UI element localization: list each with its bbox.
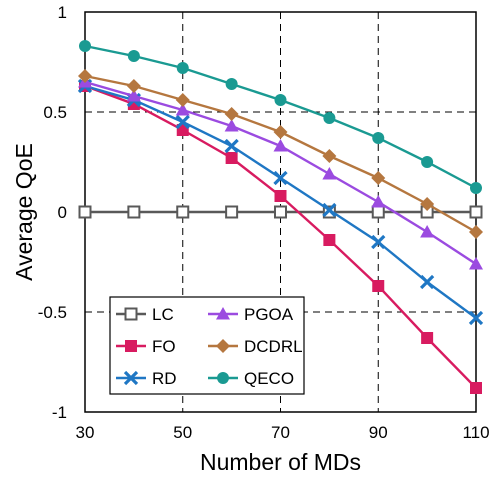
data-point (225, 152, 238, 164)
data-point (216, 307, 230, 320)
data-point (469, 225, 483, 239)
data-point (176, 205, 190, 219)
x-tick-label: 110 (462, 423, 489, 442)
data-point (322, 202, 337, 218)
legend-item-pgoa: PGOA (208, 305, 294, 324)
data-point (470, 182, 482, 194)
data-point (224, 138, 239, 154)
x-tick-label: 30 (76, 423, 95, 442)
data-point (274, 94, 287, 106)
data-point (322, 149, 337, 163)
x-axis-title: Number of MDs (200, 449, 361, 475)
data-point (469, 257, 483, 270)
data-point (371, 195, 386, 208)
data-point (372, 280, 385, 292)
y-tick-label: 0 (58, 203, 67, 222)
legend-label: PGOA (244, 305, 294, 324)
data-point (273, 139, 288, 152)
data-point (469, 205, 483, 219)
legend-item-lc: LC (116, 305, 174, 324)
y-axis-title: Average QoE (11, 143, 37, 281)
data-point (274, 205, 287, 219)
data-point (468, 310, 484, 326)
data-point (225, 205, 239, 219)
x-tick-label: 90 (369, 423, 388, 442)
data-point (126, 89, 141, 102)
x-tick-label: 50 (173, 423, 192, 442)
legend-item-qeco: QECO (208, 369, 294, 388)
y-tick-label: -0.5 (38, 303, 67, 322)
data-point (273, 170, 288, 186)
data-point (175, 103, 190, 116)
data-point (78, 69, 92, 83)
data-point (78, 205, 92, 219)
data-point (322, 167, 337, 180)
series-line-qeco (84, 44, 477, 190)
data-point (175, 114, 190, 130)
data-point (217, 372, 229, 384)
series-qeco (79, 40, 482, 194)
legend-label: LC (152, 305, 174, 324)
legend-label: DCDRL (244, 337, 303, 356)
series-dcdrl (78, 69, 483, 239)
y-tick-label: 1 (58, 3, 67, 22)
legend-item-rd: RD (116, 369, 177, 388)
data-point (274, 190, 287, 202)
series-group (77, 40, 484, 394)
data-point (372, 132, 385, 144)
data-point (175, 93, 190, 107)
y-tick-label: -1 (52, 403, 67, 422)
legend-label: QECO (244, 369, 294, 388)
data-point (470, 382, 482, 394)
data-point (421, 332, 434, 344)
legend-item-fo: FO (116, 337, 176, 356)
data-point (126, 79, 141, 93)
data-point (79, 40, 91, 52)
legend-item-dcdrl: DCDRL (208, 337, 303, 356)
data-point (125, 340, 137, 352)
data-point (421, 156, 434, 168)
data-point (371, 171, 386, 185)
data-point (224, 119, 239, 132)
x-tick-label: 70 (271, 423, 290, 442)
legend: LC FO RD PGOA DCDRL QECO (109, 296, 305, 395)
data-point (216, 339, 230, 353)
data-point (176, 62, 189, 74)
data-point (123, 370, 139, 386)
data-point (225, 78, 238, 90)
data-point (127, 205, 141, 219)
data-point (323, 234, 336, 246)
data-point (420, 197, 435, 211)
y-tick-label: 0.5 (43, 103, 67, 122)
data-point (224, 107, 239, 121)
data-point (371, 234, 386, 250)
data-point (419, 274, 435, 290)
tick-labels: 30 50 70 90 110 1 0.5 0 -0.5 -1 (38, 3, 490, 442)
legend-label: FO (152, 337, 176, 356)
data-point (323, 112, 336, 124)
series-pgoa (78, 75, 483, 270)
data-point (273, 125, 288, 139)
data-point (127, 50, 140, 62)
data-point (371, 205, 385, 219)
data-point (124, 307, 138, 321)
series-lc (78, 205, 483, 219)
data-point (420, 225, 435, 238)
legend-label: RD (152, 369, 177, 388)
